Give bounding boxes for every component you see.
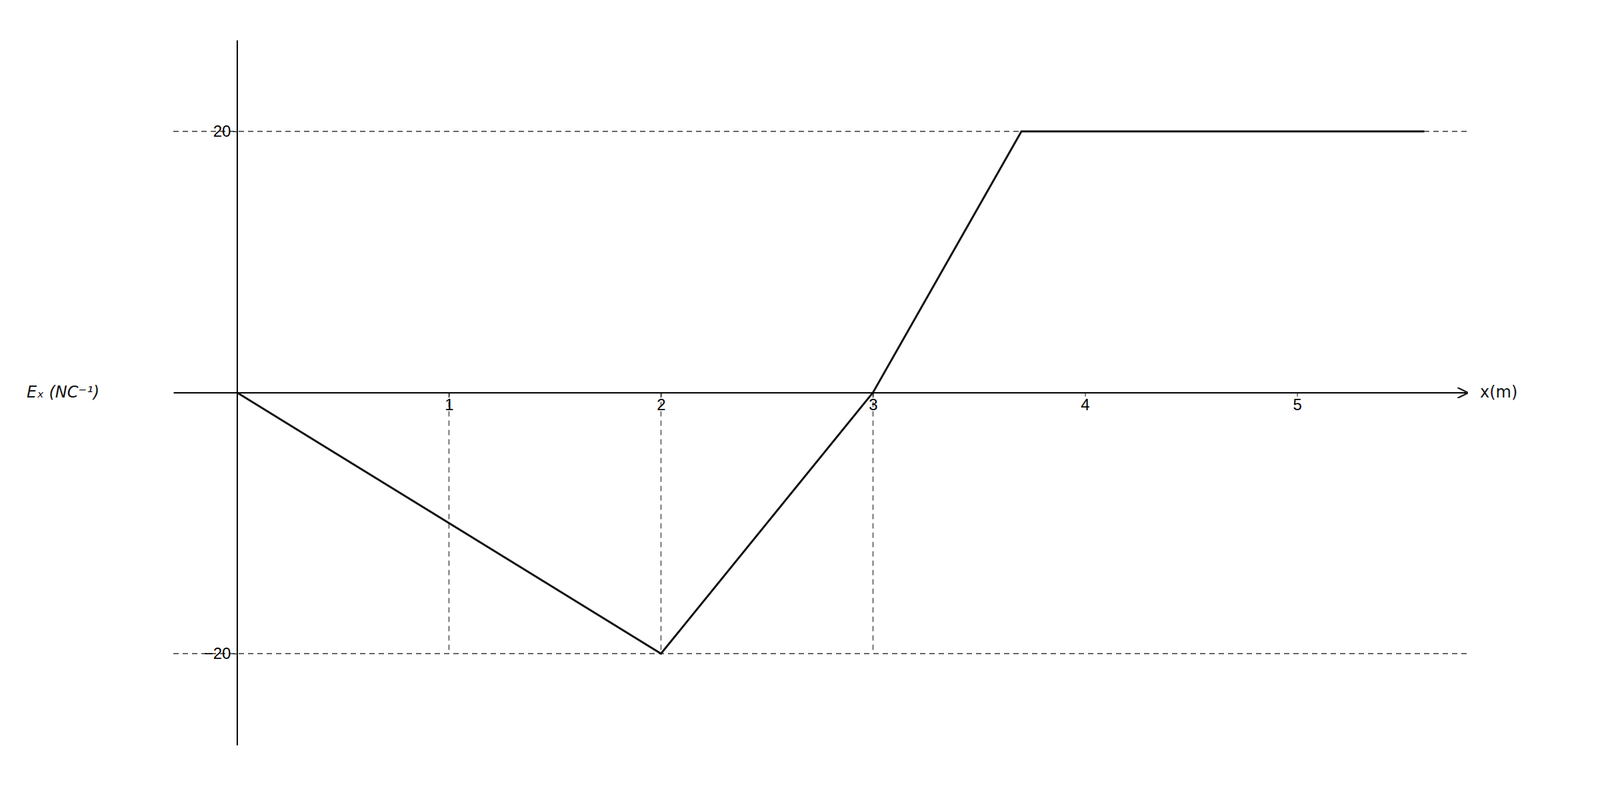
- y-tick-mark: [232, 131, 237, 132]
- y-tick-label: −20: [204, 644, 232, 662]
- x-tick-label: 2: [656, 395, 666, 414]
- reference-line: [173, 652, 1467, 654]
- marks: [173, 131, 1467, 654]
- y-tick: −20: [204, 644, 238, 662]
- reference-line: [872, 392, 874, 654]
- x-tick: 3: [868, 392, 878, 414]
- y-axis: −20 20: [204, 40, 238, 746]
- y-tick-mark: [232, 653, 237, 654]
- x-tick: 2: [656, 392, 666, 414]
- y-axis-line: [236, 40, 238, 746]
- x-tick-label: 1: [444, 395, 454, 414]
- x-tick-label: 3: [868, 395, 878, 414]
- y-tick: 20: [213, 122, 238, 140]
- chart: 1 2 3 4 5 −20 20 x(m) Eₓ (NC⁻¹): [0, 0, 1600, 785]
- y-axis-title: Eₓ (NC⁻¹): [26, 382, 100, 402]
- x-tick: 1: [444, 392, 454, 414]
- reference-line: [660, 392, 662, 654]
- x-axis-title: x(m): [1480, 382, 1518, 402]
- x-tick-label: 5: [1292, 395, 1302, 414]
- x-tick: 5: [1292, 392, 1302, 414]
- x-tick-label: 4: [1080, 395, 1090, 414]
- y-tick-label: 20: [213, 122, 232, 140]
- x-tick: 4: [1080, 392, 1090, 414]
- plot-area: 1 2 3 4 5 −20 20 x(m): [173, 40, 1518, 746]
- x-axis: 1 2 3 4 5: [174, 392, 1468, 414]
- x-axis-line: [174, 392, 1468, 394]
